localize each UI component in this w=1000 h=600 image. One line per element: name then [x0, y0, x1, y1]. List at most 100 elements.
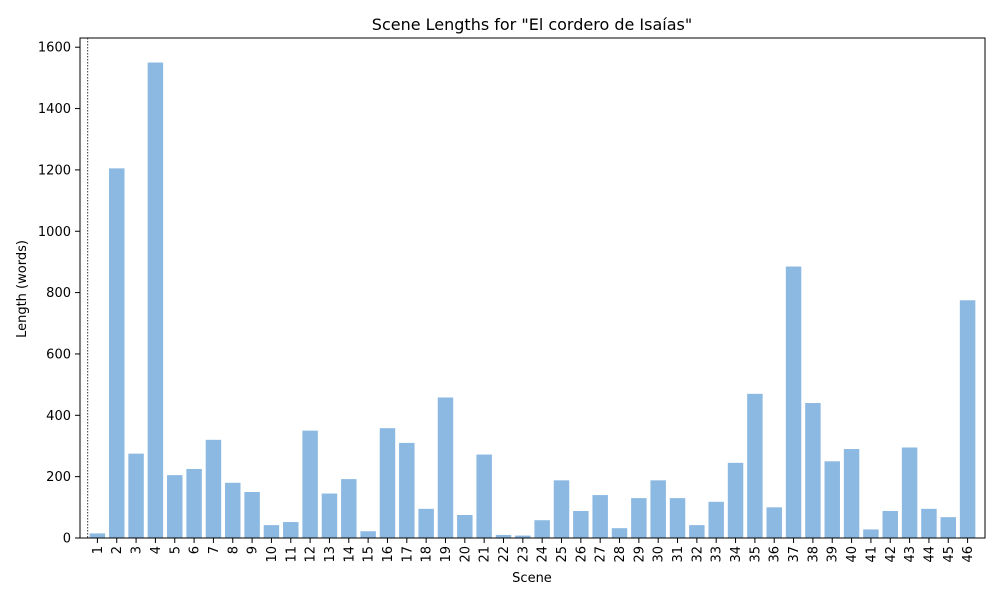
x-tick-label: 14: [342, 546, 357, 563]
bar-scene-3: [128, 453, 144, 538]
x-tick-label: 29: [632, 546, 647, 563]
bar-scene-46: [959, 300, 976, 538]
x-tick-label: 21: [478, 546, 493, 563]
x-tick-label: 27: [594, 546, 609, 563]
x-tick-label: 42: [884, 546, 899, 563]
bar-scene-24: [534, 520, 550, 538]
x-tick-label: 1: [91, 546, 106, 554]
y-tick-label: 1600: [38, 41, 71, 56]
x-tick-label: 28: [613, 546, 628, 563]
bar-scene-25: [553, 480, 570, 538]
bar-scene-28: [611, 528, 628, 538]
bar-scene-29: [631, 498, 647, 538]
bar-scene-33: [708, 501, 724, 538]
x-tick-label: 37: [787, 546, 802, 563]
bar-scene-32: [689, 525, 705, 538]
x-tick-label: 9: [246, 546, 261, 554]
bar-scene-39: [824, 461, 840, 538]
bar-scene-13: [321, 493, 338, 538]
bar-scene-1: [89, 533, 106, 538]
x-tick-label: 15: [362, 546, 377, 563]
bar-scene-4: [147, 62, 164, 538]
y-tick-label: 1200: [38, 163, 71, 178]
x-tick-label: 23: [516, 546, 531, 563]
x-tick-label: 12: [304, 546, 319, 563]
x-tick-label: 8: [226, 546, 241, 554]
bar-scene-40: [843, 449, 860, 538]
bar-scene-14: [341, 479, 357, 538]
x-tick-label: 22: [497, 546, 512, 563]
x-tick-label: 13: [323, 546, 338, 563]
bar-scene-45: [940, 517, 956, 538]
y-tick-label: 0: [63, 532, 71, 547]
x-tick-label: 16: [381, 546, 396, 563]
bar-scene-30: [650, 480, 666, 538]
x-tick-label: 41: [864, 546, 879, 563]
x-tick-label: 24: [536, 546, 551, 563]
bar-scene-2: [109, 168, 125, 538]
bar-scene-21: [476, 454, 492, 538]
bar-scene-36: [766, 507, 782, 538]
bar-scene-26: [573, 511, 589, 538]
y-tick-label: 800: [46, 286, 71, 301]
bars-group: [89, 62, 976, 538]
x-tick-label: 31: [671, 546, 686, 563]
bar-scene-16: [379, 428, 396, 538]
x-tick-label: 7: [207, 546, 222, 554]
x-axis-label: Scene: [512, 571, 552, 586]
bar-scene-11: [283, 522, 299, 538]
x-tick-label: 19: [439, 546, 454, 563]
x-tick-label: 40: [845, 546, 860, 563]
x-tick-label: 4: [149, 546, 164, 554]
x-tick-label: 11: [284, 546, 299, 563]
bar-scene-20: [457, 514, 473, 538]
x-tick-label: 43: [903, 546, 918, 563]
bar-scene-27: [592, 495, 608, 538]
y-axis: 0 200 400 600 800 1000 1200 1400 1600: [38, 41, 80, 547]
bar-scene-22: [495, 534, 512, 538]
x-tick-label: 6: [188, 546, 203, 554]
bar-scene-35: [747, 393, 763, 538]
y-tick-label: 1000: [38, 225, 71, 240]
bar-scene-6: [186, 468, 202, 538]
bar-scene-31: [669, 498, 686, 538]
bar-scene-18: [418, 508, 434, 538]
x-tick-label: 10: [265, 546, 280, 563]
x-tick-label: 35: [748, 546, 763, 563]
plot-area-frame: [79, 37, 986, 539]
bar-scene-9: [244, 491, 260, 538]
x-tick-label: 38: [806, 546, 821, 563]
x-tick-label: 46: [961, 546, 976, 563]
x-tick-label: 34: [729, 546, 744, 563]
bar-scene-5: [167, 475, 183, 538]
y-tick-label: 600: [46, 347, 71, 362]
x-tick-label: 39: [826, 546, 841, 563]
x-tick-label: 44: [922, 546, 937, 563]
x-tick-label: 2: [110, 546, 125, 554]
bar-scene-19: [437, 397, 454, 538]
x-tick-label: 20: [458, 546, 473, 563]
y-tick-label: 200: [46, 470, 71, 485]
y-axis-label: Length (words): [15, 240, 30, 338]
x-tick-label: 3: [130, 546, 145, 554]
x-tick-label: 18: [420, 546, 435, 563]
bar-scene-41: [863, 529, 879, 538]
x-tick-label: 26: [574, 546, 589, 563]
x-axis: 1 2 3 4 5 6 7 8 9 10 11 12 13 14 15 16 17 18 19 20 21 22 23 24 2…: [91, 538, 976, 563]
x-tick-label: 36: [768, 546, 783, 563]
bar-scene-10: [263, 525, 280, 538]
bar-scene-38: [805, 403, 821, 538]
x-tick-label: 30: [652, 546, 667, 563]
x-tick-label: 45: [942, 546, 957, 563]
y-tick-label: 1400: [38, 102, 71, 117]
bar-scene-23: [515, 535, 531, 538]
x-tick-label: 25: [555, 546, 570, 563]
bar-scene-8: [225, 482, 241, 538]
chart-title: Scene Lengths for "El cordero de Isaías": [372, 15, 692, 34]
bar-scene-12: [302, 430, 318, 538]
bar-scene-42: [882, 511, 898, 538]
bar-scene-15: [360, 531, 376, 538]
x-tick-label: 33: [710, 546, 725, 563]
bar-scene-43: [901, 447, 918, 538]
